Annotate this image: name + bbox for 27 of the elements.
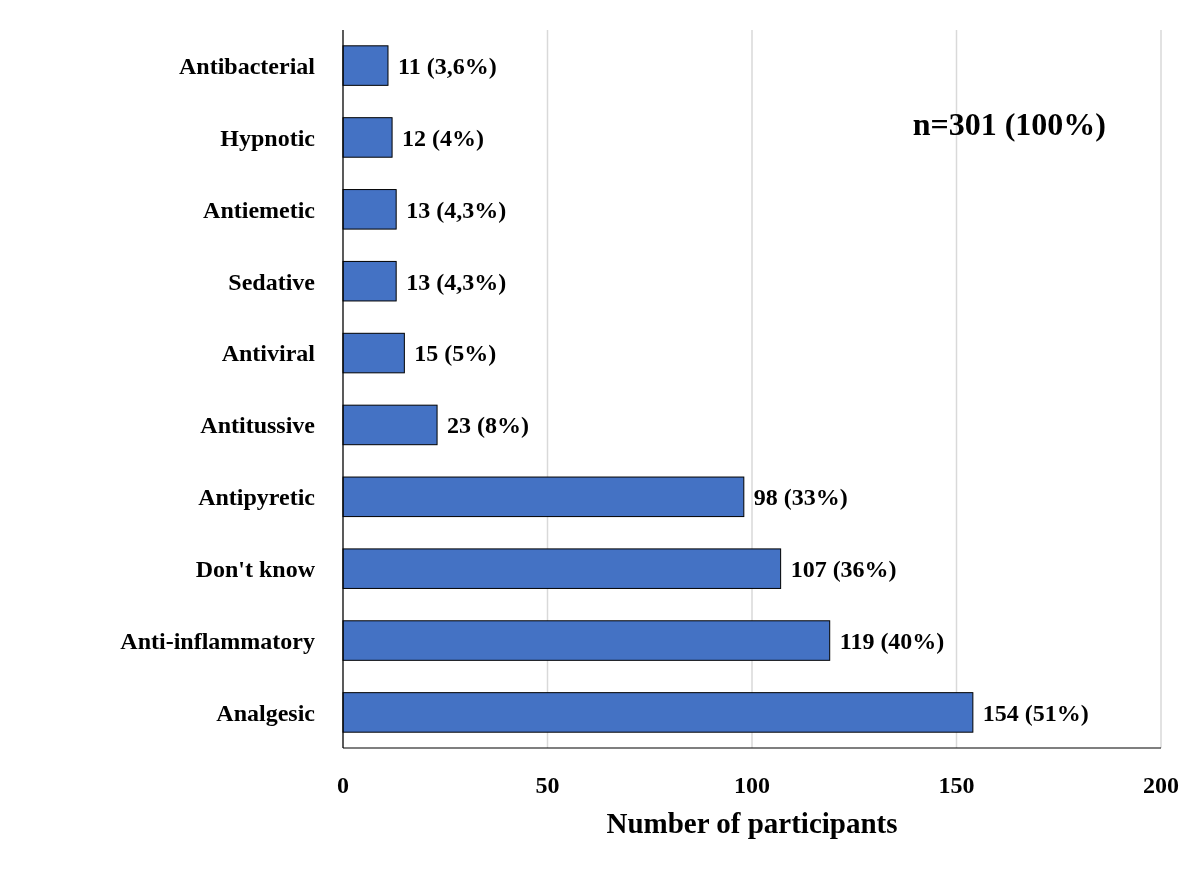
data-label: 13 (4,3%) (406, 268, 507, 295)
y-tick-label: Antitussive (200, 412, 316, 439)
data-label: 23 (8%) (447, 412, 530, 439)
y-tick-label: Analgesic (216, 699, 316, 726)
x-tick-label: 200 (1143, 772, 1179, 798)
data-label: 12 (4%) (402, 124, 485, 151)
x-tick-label: 0 (337, 772, 349, 798)
y-tick-label: Antibacterial (179, 52, 316, 79)
x-axis-title: Number of participants (606, 807, 898, 839)
x-tick-label: 100 (734, 772, 770, 798)
x-tick-label: 150 (938, 772, 975, 798)
y-tick-label: Anti-inflammatory (120, 627, 315, 654)
data-label: 107 (36%) (790, 556, 897, 583)
y-tick-label: Sedative (228, 268, 316, 295)
y-tick-label: Antipyretic (198, 484, 316, 511)
data-label: 15 (5%) (414, 340, 497, 367)
data-label: 11 (3,6%) (397, 52, 497, 79)
data-label: 13 (4,3%) (406, 196, 507, 223)
data-label: 119 (40%) (839, 627, 945, 654)
data-label: 98 (33%) (753, 484, 848, 511)
y-tick-label: Hypnotic (220, 124, 316, 151)
annotation: n=301 (100%) (912, 106, 1106, 142)
y-tick-label: Antiemetic (203, 196, 316, 223)
y-tick-label: Antiviral (221, 340, 316, 367)
x-tick-label: 50 (535, 772, 560, 798)
y-tick-label: Don't know (195, 556, 316, 583)
data-label: 154 (51%) (982, 699, 1089, 726)
